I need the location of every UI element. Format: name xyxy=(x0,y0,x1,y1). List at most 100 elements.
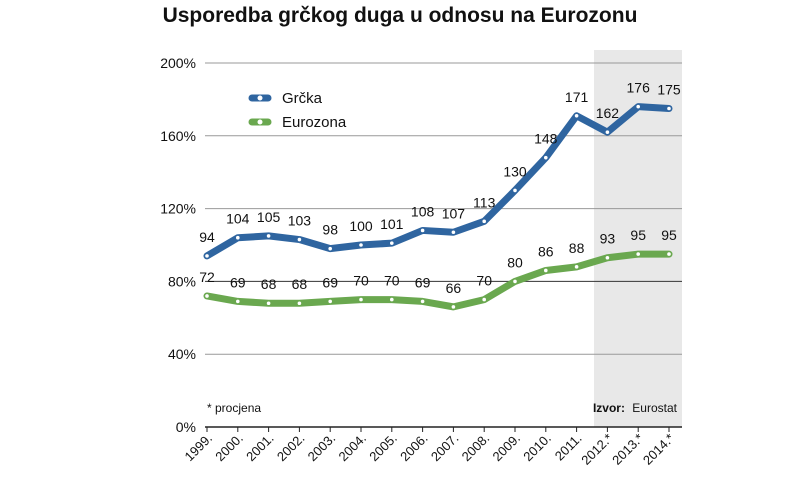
data-label: 69 xyxy=(415,274,431,290)
data-label: 66 xyxy=(446,280,462,296)
data-label: 162 xyxy=(596,105,620,121)
x-tick-label: 2006. xyxy=(397,431,431,465)
data-label: 148 xyxy=(534,131,558,147)
x-tick-label: 2013.* xyxy=(609,431,646,468)
x-tick-label: 2002. xyxy=(274,431,308,465)
x-tick-label: 2004. xyxy=(336,431,370,465)
chart-title: Usporedba grčkog duga u odnosu na Eurozo… xyxy=(163,4,638,27)
data-point xyxy=(451,305,456,309)
data-label: 107 xyxy=(442,205,466,221)
data-label: 104 xyxy=(226,211,250,227)
data-point xyxy=(544,268,548,273)
data-label: 68 xyxy=(261,276,277,292)
data-point xyxy=(544,155,548,160)
x-tick-label: 2007. xyxy=(428,431,462,465)
legend-swatch-dot xyxy=(257,119,263,125)
data-label: 94 xyxy=(199,229,215,245)
data-label: 176 xyxy=(627,80,651,96)
data-point xyxy=(328,246,333,251)
data-label: 70 xyxy=(353,273,369,289)
data-label: 113 xyxy=(473,194,496,210)
data-point xyxy=(574,265,579,269)
data-point xyxy=(605,255,610,260)
series-line-eurozona xyxy=(203,250,673,311)
data-point xyxy=(266,301,271,306)
y-axis-ticks: 0% 40% 80% 120% 160% 200% xyxy=(160,55,196,435)
data-point xyxy=(266,234,271,238)
y-tick-label: 40% xyxy=(168,346,196,362)
legend-label: Eurozona xyxy=(282,114,347,131)
data-label: 130 xyxy=(503,163,527,179)
x-tick-label: 2005. xyxy=(366,431,400,465)
source-note: Izvor: Eurostat xyxy=(593,401,678,415)
data-point xyxy=(451,230,456,235)
data-label: 175 xyxy=(657,82,681,98)
data-point xyxy=(605,130,610,134)
data-point xyxy=(667,252,671,256)
data-point xyxy=(297,237,302,242)
data-label: 86 xyxy=(538,243,554,259)
y-tick-label: 160% xyxy=(160,128,196,144)
data-point xyxy=(636,104,640,109)
data-label: 69 xyxy=(230,274,246,290)
data-point xyxy=(636,252,640,256)
data-label: 72 xyxy=(199,269,215,285)
x-tick-label: 2014.* xyxy=(640,431,677,468)
x-tick-label: 2001. xyxy=(243,431,277,465)
data-point xyxy=(513,279,517,284)
data-labels: 94 104 105 103 98 100 101 108 107 113 130 148 171 162… xyxy=(199,80,681,296)
data-point xyxy=(205,254,209,258)
data-point xyxy=(328,299,333,304)
x-tick-label: 2012.* xyxy=(578,431,615,468)
data-label: 80 xyxy=(507,254,523,270)
data-point xyxy=(236,299,240,304)
x-tick-label: 2008. xyxy=(459,431,493,465)
data-label: 70 xyxy=(476,273,492,289)
source-label: Izvor: xyxy=(593,401,625,415)
data-point xyxy=(482,297,487,302)
data-label: 171 xyxy=(565,89,589,105)
data-point xyxy=(574,113,579,118)
data-point xyxy=(236,235,240,240)
data-point xyxy=(390,241,394,245)
y-tick-label: 80% xyxy=(168,273,196,289)
x-axis-ticks: 1999.2000.2001.2002.2003.2004.2005.2006.… xyxy=(182,427,677,468)
data-label: 95 xyxy=(661,227,677,243)
data-point xyxy=(482,219,487,224)
data-label: 105 xyxy=(257,209,281,225)
data-label: 68 xyxy=(292,276,308,292)
data-label: 70 xyxy=(384,273,400,289)
data-point xyxy=(359,243,363,247)
data-label: 103 xyxy=(288,213,312,229)
series-lines xyxy=(203,103,673,311)
data-label: 108 xyxy=(411,203,435,219)
data-point xyxy=(390,297,394,302)
source-value: Eurostat xyxy=(632,401,677,415)
footnote: * procjena xyxy=(207,401,261,415)
x-tick-label: 1999. xyxy=(182,431,216,465)
data-point xyxy=(420,228,425,233)
data-label: 95 xyxy=(630,227,646,243)
legend-label: Grčka xyxy=(282,90,323,107)
data-label: 101 xyxy=(380,216,404,232)
x-tick-label: 2010. xyxy=(520,431,554,465)
data-point xyxy=(513,188,517,193)
legend: Grčka Eurozona xyxy=(248,90,347,131)
y-tick-label: 200% xyxy=(160,55,196,71)
data-point xyxy=(420,299,425,304)
series-line-grcka xyxy=(203,103,673,260)
y-tick-label: 120% xyxy=(160,201,196,217)
data-label: 100 xyxy=(349,218,373,234)
x-tick-label: 2003. xyxy=(305,431,339,465)
data-point xyxy=(359,297,363,302)
svg-text:Izvor: Eurostat: Izvor: Eurostat xyxy=(593,401,678,415)
data-point xyxy=(667,106,671,111)
data-point xyxy=(297,301,302,306)
data-point xyxy=(205,294,209,298)
legend-swatch-dot xyxy=(257,95,263,101)
data-label: 98 xyxy=(322,222,338,238)
data-label: 93 xyxy=(600,231,616,247)
estimate-shading-layer xyxy=(594,50,682,427)
gridlines xyxy=(205,62,682,428)
